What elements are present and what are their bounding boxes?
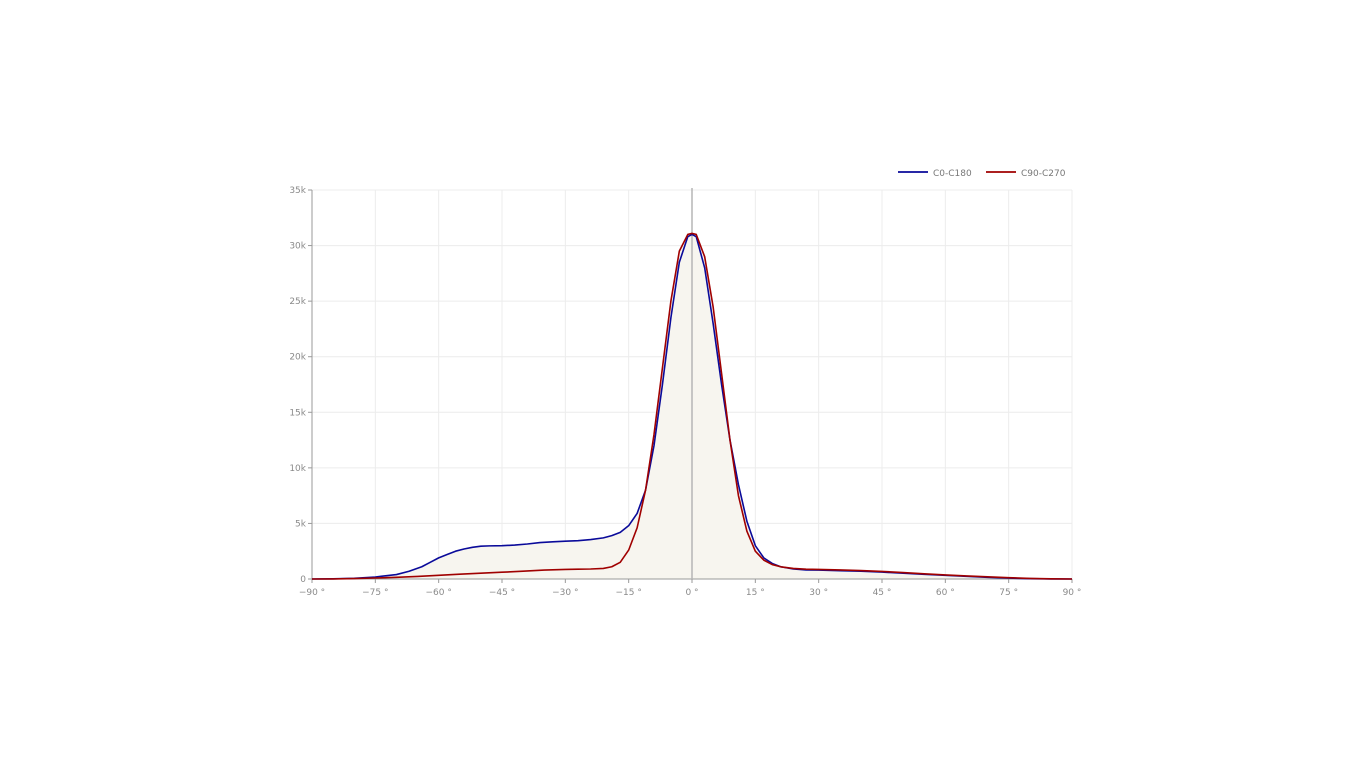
y-tick-label: 10k [289,464,306,474]
x-tick-label: −90 ° [299,588,325,598]
x-tick-label: 30 ° [809,588,828,598]
x-tick-label: −15 ° [615,588,641,598]
y-tick-label: 20k [289,353,306,363]
y-tick-label: 25k [289,297,306,307]
x-tick-label: −45 ° [489,588,515,598]
x-tick-label: 15 ° [746,588,765,598]
legend-item-c0-c180: C0-C180 [898,169,972,179]
axes: 0 5k 10k 15k 20k 25k 30k 35k −90 ° −75 ° −60 ° −45 … [289,186,1081,598]
series-lines [311,232,1073,580]
x-tick-label: −75 ° [362,588,388,598]
y-tick-label: 0 [300,575,306,585]
x-tick-label: 90 ° [1063,588,1082,598]
x-tick-label: 0 ° [685,588,698,598]
x-tick-label: 45 ° [873,588,892,598]
series-line-c90-c270 [311,232,1073,580]
y-tick-label: 15k [289,408,306,418]
legend: C0-C180 C90-C270 [898,169,1066,179]
legend-label: C0-C180 [933,169,972,179]
x-tick-label: −30 ° [552,588,578,598]
y-tick-label: 30k [289,242,306,252]
x-tick-label: 60 ° [936,588,955,598]
x-tick-label: −60 ° [425,588,451,598]
legend-label: C90-C270 [1021,169,1066,179]
x-tick-label: 75 ° [999,588,1018,598]
y-tick-label: 5k [295,519,307,529]
legend-item-c90-c270: C90-C270 [986,169,1066,179]
y-tick-label: 35k [289,186,306,196]
